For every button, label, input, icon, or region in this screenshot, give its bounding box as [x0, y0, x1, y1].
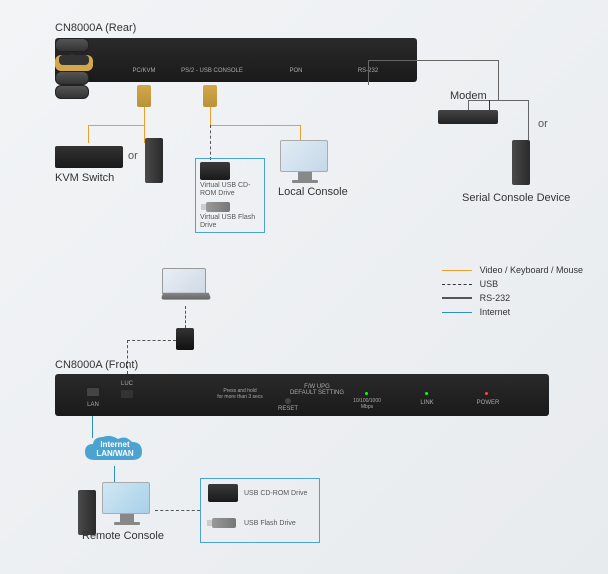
front-panel: LAN LUC Press and hold for more than 3 s…	[55, 374, 549, 416]
line-laptop-adapter	[185, 306, 186, 328]
line-kvm-v	[144, 107, 145, 125]
pon-port	[55, 71, 89, 85]
line-console-v	[210, 107, 211, 125]
power-led	[485, 392, 488, 395]
power-label: POWER	[473, 400, 503, 406]
console-label: PS/2 - USB CONSOLE	[179, 68, 245, 74]
or-text-1: or	[128, 150, 138, 162]
luc-label: LUC	[115, 381, 139, 387]
default-setting-label: F/W UPG DEFAULT SETTING	[277, 384, 357, 396]
line-console-h	[210, 125, 300, 126]
line-rs-pc	[528, 100, 529, 140]
rear-panel: PC/KVM PS/2 - USB CONSOLE PON RS-232	[55, 38, 417, 82]
link-label: LINK	[415, 400, 439, 406]
kvm-switch-label: KVM Switch	[55, 172, 114, 184]
rear-panel-title: CN8000A (Rear)	[55, 22, 136, 34]
usb-flash-label: USB Flash Drive	[244, 520, 296, 527]
vga-connector-2	[203, 85, 217, 107]
virtual-flash-label: Virtual USB Flash Drive	[200, 214, 260, 229]
lan-port	[85, 386, 101, 400]
line-remote-usb	[155, 510, 200, 511]
internet-cloud: Internet LAN/WAN	[80, 432, 150, 468]
line-kvm-h	[88, 125, 144, 126]
virtual-flash-device	[206, 202, 230, 212]
reset-label: RESET	[273, 406, 303, 412]
line-rs-v2	[498, 60, 499, 100]
line-kvm-v2	[88, 125, 89, 143]
front-panel-title: CN8000A (Front)	[55, 359, 138, 371]
usb-cdrom-label: USB CD-ROM Drive	[244, 490, 307, 497]
serial-pc-device	[512, 140, 550, 190]
legend-rs232: RS-232	[480, 293, 511, 303]
usb-cdrom-device	[208, 484, 238, 502]
speed-label: 10/100/1000 Mbps	[347, 398, 387, 410]
or-text-2: or	[538, 118, 548, 130]
speed-led	[365, 392, 368, 395]
kvm-switch-device	[55, 146, 123, 168]
line-rs-top	[368, 60, 498, 61]
pc-kvm-port	[55, 38, 89, 52]
default-hint: Press and hold for more than 3 secs	[205, 388, 275, 400]
legend-internet: Internet	[480, 307, 511, 317]
lan-label: LAN	[79, 402, 107, 408]
usb-flash-device	[212, 518, 236, 528]
line-rs-v1	[368, 60, 369, 84]
pc-kvm-label: PC/KVM	[115, 68, 173, 74]
rs232-port	[55, 85, 89, 99]
reset-button	[285, 398, 291, 404]
laptop-device	[162, 268, 210, 304]
pon-label: PON	[269, 68, 323, 74]
line-rs-stub	[368, 84, 369, 85]
serial-console-label: Serial Console Device	[462, 192, 570, 204]
virtual-cdrom-label: Virtual USB CD-ROM Drive	[200, 182, 260, 197]
remote-monitor	[102, 482, 152, 524]
local-console-label: Local Console	[278, 186, 348, 198]
line-cloud-remote	[114, 466, 115, 482]
local-console-device	[280, 140, 330, 182]
modem-label: Modem	[450, 90, 487, 102]
modem-device	[438, 110, 498, 124]
desktop-pc-1	[145, 138, 183, 188]
line-vm-dashed	[210, 125, 211, 160]
vga-connector-1	[137, 85, 151, 107]
luc-port	[121, 390, 133, 398]
virtual-cdrom-device	[200, 162, 230, 180]
remote-console-label: Remote Console	[82, 530, 164, 542]
legend-video: Video / Keyboard / Mouse	[480, 265, 583, 275]
legend-usb: USB	[480, 279, 499, 289]
cloud-line2: LAN/WAN	[80, 449, 150, 458]
legend: Video / Keyboard / Mouse USB RS-232 Inte…	[442, 265, 583, 321]
adapter-device	[176, 328, 194, 350]
line-adapter-front-h	[127, 340, 176, 341]
link-led	[425, 392, 428, 395]
power-jack-icon	[67, 54, 77, 64]
cloud-line1: Internet	[80, 440, 150, 449]
